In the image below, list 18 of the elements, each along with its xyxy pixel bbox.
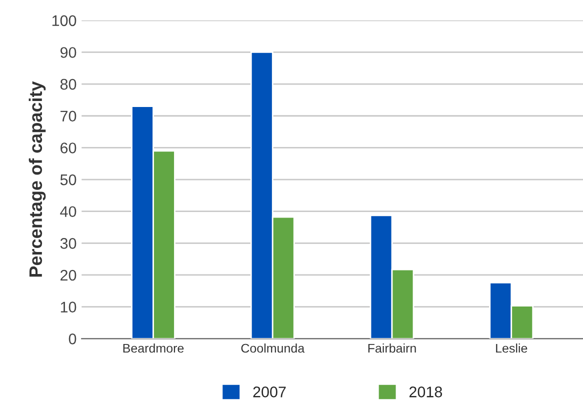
y-tick-label: 60	[60, 142, 76, 154]
y-tick-label: 90	[60, 47, 76, 58]
legend-label: 2007	[253, 386, 286, 398]
x-tick-label: Fairbairn	[368, 344, 416, 353]
y-tick-label: 10	[60, 302, 76, 312]
x-tick-label: Beardmore	[123, 344, 184, 353]
y-tick-label: 50	[60, 174, 76, 186]
legend-label: 2018	[409, 386, 442, 398]
y-tick-label: 0	[68, 334, 76, 344]
y-tick-label: 30	[60, 238, 76, 249]
x-tick-label: Leslie	[496, 344, 528, 353]
y-tick-label: 80	[60, 78, 76, 90]
y-tick-label: 70	[60, 110, 76, 122]
y-axis-title: Percentage of capacity	[28, 81, 46, 277]
x-tick-label: Coolmunda	[241, 344, 305, 353]
y-tick-label: 40	[60, 206, 76, 218]
y-tick-label: 100	[52, 15, 76, 26]
y-tick-label: 20	[60, 270, 76, 281]
